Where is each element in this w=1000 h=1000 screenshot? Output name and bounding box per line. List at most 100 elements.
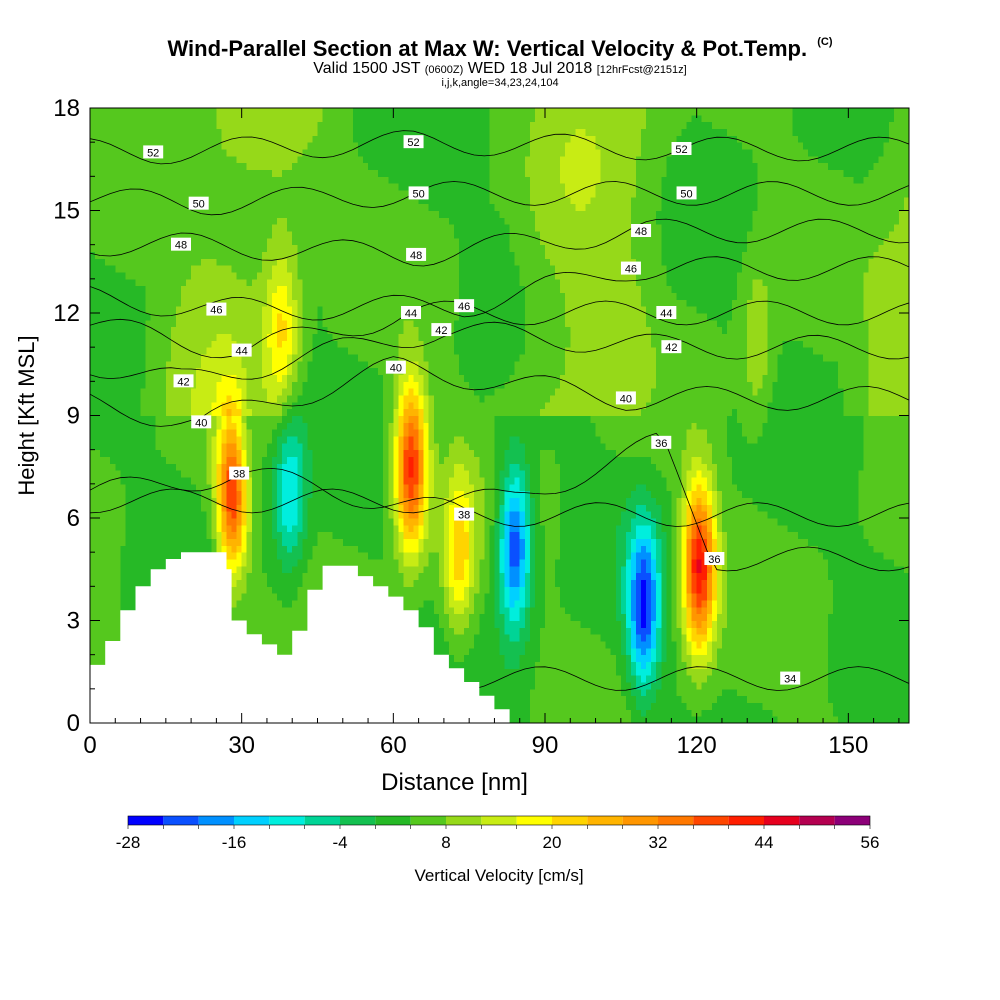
- velocity-cell: [443, 634, 475, 642]
- velocity-cell: [241, 354, 263, 362]
- velocity-cell: [423, 490, 430, 498]
- colorbar-swatch: [658, 816, 694, 825]
- velocity-cell: [504, 381, 561, 389]
- velocity-cell: [459, 265, 521, 273]
- velocity-cell: [221, 401, 238, 410]
- velocity-cell: [641, 299, 688, 307]
- velocity-cell: [90, 552, 121, 560]
- velocity-cell: [423, 388, 430, 396]
- velocity-cell: [357, 354, 399, 362]
- velocity-cell: [448, 552, 455, 560]
- velocity-cell: [524, 600, 531, 608]
- velocity-cell: [600, 155, 637, 164]
- velocity-cell: [671, 511, 677, 519]
- velocity-cell: [610, 647, 622, 656]
- velocity-cell: [221, 456, 227, 464]
- velocity-cell: [261, 552, 278, 560]
- velocity-cell: [524, 470, 531, 478]
- velocity-cell: [630, 524, 637, 533]
- velocity-cell: [393, 408, 399, 416]
- velocity-cell: [428, 401, 435, 410]
- velocity-cell: [454, 572, 465, 580]
- velocity-cell: [767, 511, 859, 519]
- velocity-cell: [636, 702, 652, 710]
- velocity-cell: [534, 531, 546, 539]
- isentrope-label: 52: [671, 142, 692, 156]
- velocity-cell: [191, 401, 212, 410]
- velocity-cell: [514, 477, 521, 485]
- velocity-cell: [545, 586, 561, 594]
- velocity-cell: [615, 654, 627, 662]
- velocity-cell: [302, 347, 313, 355]
- velocity-cell: [297, 326, 303, 334]
- velocity-cell: [357, 142, 490, 150]
- velocity-cell: [277, 490, 283, 498]
- colorbar-swatch: [799, 816, 835, 825]
- velocity-cell: [686, 552, 693, 560]
- velocity-cell: [398, 442, 404, 451]
- velocity-cell: [529, 688, 622, 697]
- velocity-cell: [752, 155, 819, 164]
- velocity-cell: [514, 258, 551, 266]
- velocity-cell: [721, 600, 728, 608]
- velocity-cell: [529, 600, 536, 608]
- x-tick-label: 0: [83, 732, 96, 759]
- velocity-cell: [459, 306, 526, 314]
- velocity-cell: [272, 518, 278, 526]
- velocity-cell: [696, 470, 703, 478]
- velocity-cell: [403, 442, 409, 451]
- velocity-cell: [297, 374, 308, 382]
- velocity-cell: [261, 483, 273, 492]
- velocity-cell: [277, 449, 283, 457]
- velocity-cell: [398, 388, 404, 396]
- velocity-cell: [347, 347, 399, 355]
- velocity-cell: [762, 422, 864, 430]
- velocity-cell: [297, 347, 303, 355]
- velocity-cell: [307, 374, 384, 382]
- velocity-cell: [630, 237, 662, 246]
- velocity-cell: [681, 654, 693, 662]
- velocity-cell: [90, 620, 126, 628]
- velocity-cell: [565, 142, 597, 150]
- colorbar-swatch: [516, 816, 552, 825]
- velocity-cell: [494, 483, 500, 492]
- velocity-cell: [539, 231, 632, 239]
- velocity-cell: [696, 682, 703, 690]
- velocity-cell: [261, 497, 273, 505]
- velocity-cell: [297, 306, 303, 314]
- velocity-cell: [246, 374, 263, 382]
- velocity-cell: [681, 128, 728, 136]
- velocity-cell: [251, 545, 263, 553]
- velocity-cell: [287, 258, 298, 266]
- velocity-cell: [251, 552, 263, 560]
- valid-zulu: (0600Z): [424, 64, 464, 76]
- velocity-cell: [742, 429, 763, 437]
- velocity-cell: [630, 661, 637, 669]
- velocity-cell: [236, 442, 243, 451]
- velocity-cell: [666, 606, 672, 615]
- velocity-cell: [661, 552, 667, 560]
- velocity-cell: [721, 606, 728, 615]
- velocity-cell: [484, 504, 495, 512]
- velocity-cell: [630, 600, 637, 608]
- velocity-cell: [676, 565, 682, 574]
- velocity-cell: [696, 497, 703, 505]
- velocity-cell: [636, 620, 642, 628]
- velocity-cell: [272, 436, 278, 444]
- velocity-cell: [721, 518, 779, 526]
- velocity-cell: [464, 559, 470, 567]
- velocity-cell: [423, 395, 430, 403]
- velocity-cell: [428, 408, 435, 416]
- velocity-cell: [686, 121, 713, 129]
- velocity-cell: [742, 251, 875, 259]
- velocity-cell: [221, 449, 227, 457]
- velocity-cell: [711, 565, 718, 574]
- velocity-cell: [226, 545, 233, 553]
- velocity-cell: [711, 627, 718, 635]
- velocity-cell: [454, 340, 526, 348]
- velocity-cell: [883, 142, 909, 150]
- velocity-cell: [90, 354, 147, 362]
- velocity-cell: [413, 463, 420, 471]
- velocity-cell: [216, 504, 222, 512]
- velocity-cell: [711, 572, 718, 580]
